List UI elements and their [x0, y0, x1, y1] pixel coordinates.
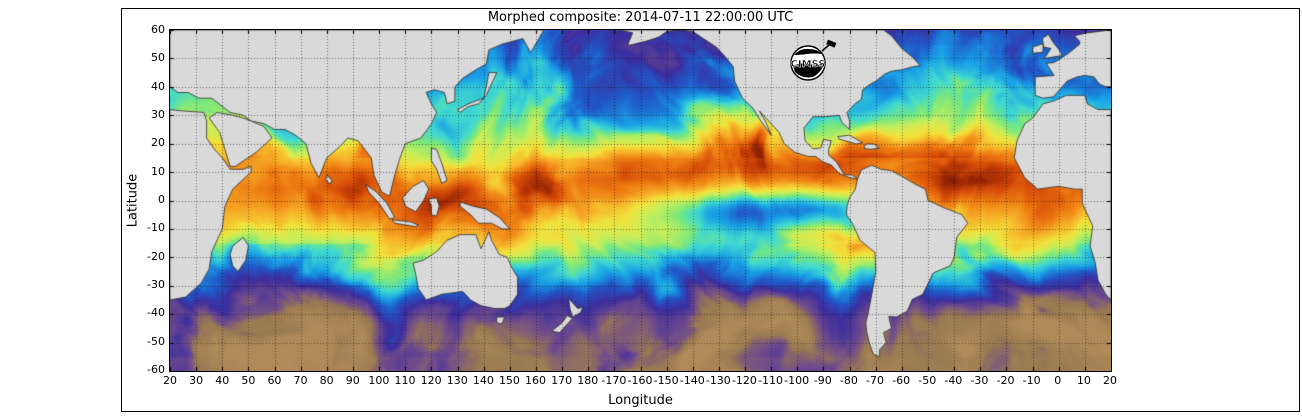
x-tick-label: -150: [653, 374, 679, 387]
x-tick-label: 10: [1076, 374, 1091, 387]
x-tick-label: 180: [577, 374, 599, 387]
x-tick-label: -120: [731, 374, 757, 387]
x-tick-label: -60: [892, 374, 911, 387]
y-tick-label: 20: [151, 136, 165, 150]
y-tick-label: 50: [151, 51, 165, 65]
x-tick-label: 80: [319, 374, 334, 387]
x-tick-label: 50: [241, 374, 256, 387]
x-tick-label: -140: [679, 374, 705, 387]
x-tick-label: -80: [839, 374, 858, 387]
x-tick-label: 70: [293, 374, 308, 387]
x-tick-label: 130: [446, 374, 468, 387]
x-tick-label: 160: [525, 374, 547, 387]
x-tick-label: 170: [551, 374, 573, 387]
y-tick-label: 0: [158, 193, 165, 206]
y-tick-label: -40: [147, 306, 165, 320]
y-tick-label: -10: [147, 221, 165, 235]
y-axis-label: Latitude: [125, 173, 141, 228]
x-tick-label: -40: [944, 374, 963, 387]
plot-area: CIMSS: [169, 29, 1112, 372]
y-tick-label: -60: [147, 363, 165, 376]
x-tick-label: -130: [705, 374, 731, 387]
x-tick-label: 20: [163, 374, 177, 387]
x-tick-label: 120: [420, 374, 442, 387]
x-tick-label: 20: [1103, 374, 1117, 387]
x-tick-label: -50: [918, 374, 937, 387]
x-tick-label: -70: [866, 374, 884, 387]
x-tick-label: -160: [627, 374, 653, 387]
x-tick-label: 110: [394, 374, 416, 387]
plot-title: Morphed composite: 2014-07-11 22:00:00 U…: [487, 10, 794, 25]
x-axis-label: Longitude: [608, 393, 673, 408]
x-tick-label: 40: [215, 374, 230, 387]
x-tick-label: -170: [601, 374, 627, 387]
x-tick-label: 0: [1054, 374, 1062, 387]
x-tick-label: 100: [368, 374, 390, 387]
x-tick-label: 30: [189, 374, 204, 387]
x-tick-label: 150: [498, 374, 520, 387]
y-tick-label: 10: [151, 164, 165, 178]
x-tick-label: -20: [996, 374, 1015, 387]
x-tick-label: 90: [345, 374, 360, 387]
y-tick-label: -20: [147, 249, 165, 263]
x-tick-label: -90: [813, 374, 832, 387]
y-tick-label: -30: [147, 278, 165, 291]
x-tick-label: -110: [758, 374, 784, 387]
y-tick-label: 30: [151, 108, 165, 121]
x-tick-label: -100: [784, 374, 810, 387]
x-tick-label: -10: [1022, 374, 1041, 387]
x-tick-label: -30: [970, 374, 989, 387]
y-tick-label: 60: [151, 23, 165, 36]
y-tick-label: 40: [151, 79, 165, 93]
map-canvas: [170, 30, 1111, 371]
x-tick-label: 140: [472, 374, 494, 387]
y-tick-label: -50: [147, 334, 165, 348]
x-tick-label: 60: [267, 374, 282, 387]
